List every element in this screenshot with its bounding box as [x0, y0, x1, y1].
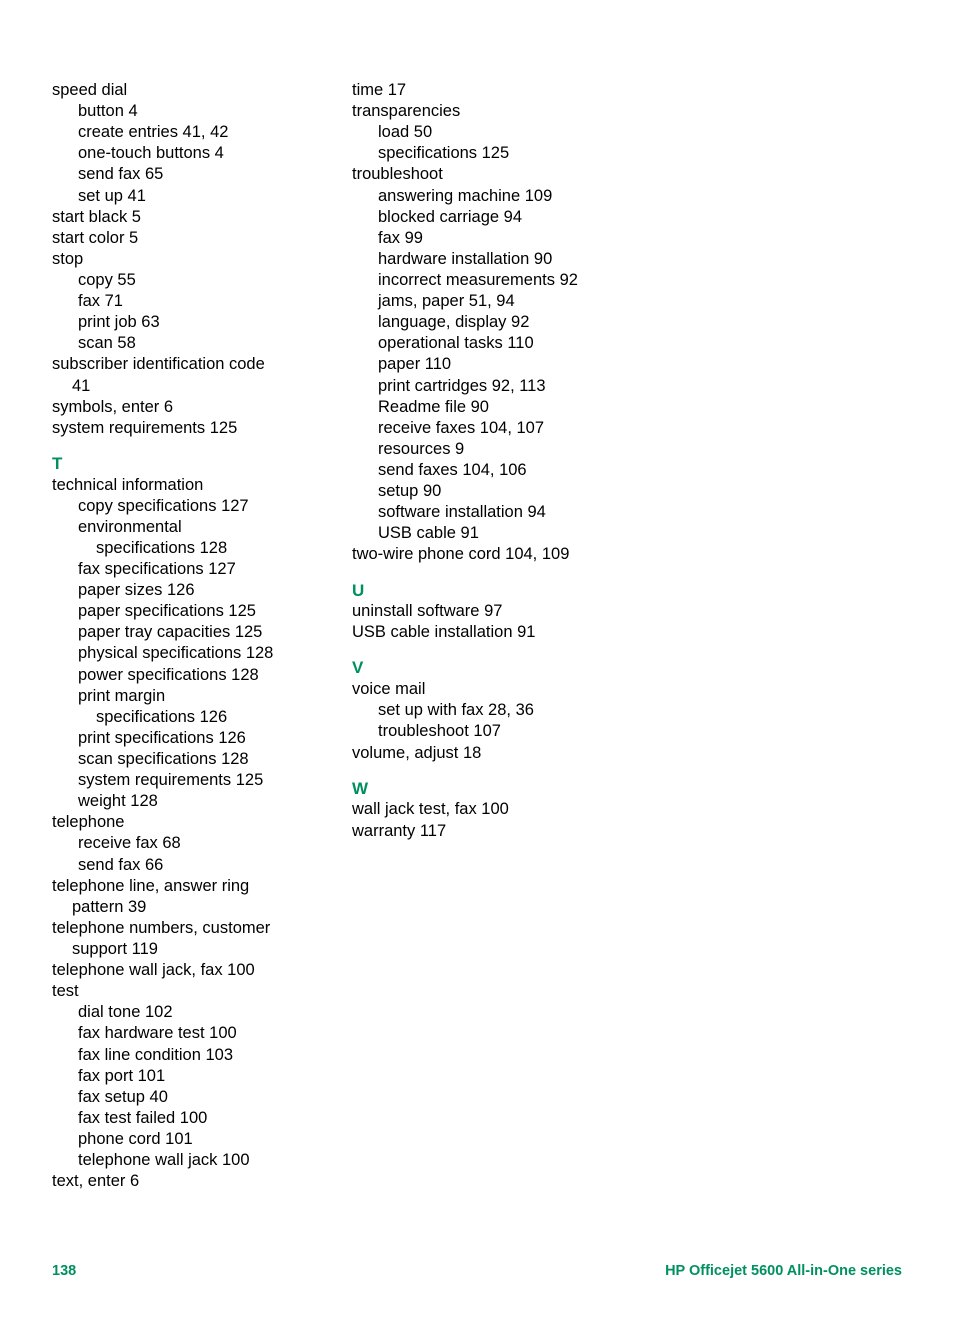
footer-product-name: HP Officejet 5600 All-in-One series: [665, 1263, 902, 1279]
index-entry: troubleshoot: [352, 164, 642, 185]
index-entry: transparencies: [352, 101, 642, 122]
index-subentry: set up with fax 28, 36: [352, 700, 642, 721]
index-subentry: fax setup 40: [52, 1087, 342, 1108]
index-subentry: send fax 66: [52, 855, 342, 876]
index-entry-cont: 41: [52, 376, 342, 397]
index-subentry: phone cord 101: [52, 1129, 342, 1150]
index-subentry: receive fax 68: [52, 833, 342, 854]
index-entry: speed dial: [52, 80, 342, 101]
index-subentry: set up 41: [52, 186, 342, 207]
index-subentry: fax test failed 100: [52, 1108, 342, 1129]
index-entry: voice mail: [352, 679, 642, 700]
index-subentry: paper 110: [352, 354, 642, 375]
index-entry: telephone wall jack, fax 100: [52, 960, 342, 981]
index-subentry: scan specifications 128: [52, 749, 342, 770]
index-subentry: print job 63: [52, 312, 342, 333]
index-subentry: print specifications 126: [52, 728, 342, 749]
index-subentry: copy 55: [52, 270, 342, 291]
index-subentry: fax 71: [52, 291, 342, 312]
index-entry: telephone: [52, 812, 342, 833]
index-column-2: time 17 transparencies load 50 specifica…: [352, 80, 642, 1192]
index-subentry: language, display 92: [352, 312, 642, 333]
index-entry: subscriber identification code: [52, 354, 342, 375]
index-entry: volume, adjust 18: [352, 743, 642, 764]
index-subentry: power specifications 128: [52, 665, 342, 686]
index-subentry: weight 128: [52, 791, 342, 812]
index-entry-cont: support 119: [52, 939, 342, 960]
index-subentry-cont: specifications 128: [52, 538, 342, 559]
index-entry: start color 5: [52, 228, 342, 249]
index-subentry: dial tone 102: [52, 1002, 342, 1023]
index-entry: warranty 117: [352, 821, 642, 842]
index-subentry: print cartridges 92, 113: [352, 376, 642, 397]
index-column-1: speed dial button 4 create entries 41, 4…: [52, 80, 342, 1192]
index-subentry: paper sizes 126: [52, 580, 342, 601]
index-entry: uninstall software 97: [352, 601, 642, 622]
index-entry: test: [52, 981, 342, 1002]
index-subentry: print margin: [52, 686, 342, 707]
index-subentry: Readme file 90: [352, 397, 642, 418]
index-subentry: operational tasks 110: [352, 333, 642, 354]
index-subentry: receive faxes 104, 107: [352, 418, 642, 439]
index-page: speed dial button 4 create entries 41, 4…: [0, 0, 954, 1321]
index-subentry: telephone wall jack 100: [52, 1150, 342, 1171]
index-subentry: one-touch buttons 4: [52, 143, 342, 164]
index-subentry: fax specifications 127: [52, 559, 342, 580]
index-subentry: paper tray capacities 125: [52, 622, 342, 643]
index-entry: stop: [52, 249, 342, 270]
index-subentry: answering machine 109: [352, 186, 642, 207]
index-entry: time 17: [352, 80, 642, 101]
index-entry: telephone line, answer ring: [52, 876, 342, 897]
index-entry: system requirements 125: [52, 418, 342, 439]
index-subentry: hardware installation 90: [352, 249, 642, 270]
index-subentry: send fax 65: [52, 164, 342, 185]
index-subentry: load 50: [352, 122, 642, 143]
index-entry: start black 5: [52, 207, 342, 228]
index-subentry: fax hardware test 100: [52, 1023, 342, 1044]
index-subentry: environmental: [52, 517, 342, 538]
index-entry: USB cable installation 91: [352, 622, 642, 643]
index-subentry: resources 9: [352, 439, 642, 460]
index-subentry: copy specifications 127: [52, 496, 342, 517]
index-subentry: physical specifications 128: [52, 643, 342, 664]
index-columns: speed dial button 4 create entries 41, 4…: [52, 80, 902, 1192]
index-subentry: scan 58: [52, 333, 342, 354]
index-subentry: troubleshoot 107: [352, 721, 642, 742]
index-section-v: V: [352, 657, 642, 679]
index-entry: technical information: [52, 475, 342, 496]
index-subentry: fax 99: [352, 228, 642, 249]
index-entry: wall jack test, fax 100: [352, 799, 642, 820]
page-footer: 138 HP Officejet 5600 All-in-One series: [52, 1263, 902, 1279]
index-subentry: setup 90: [352, 481, 642, 502]
index-entry: telephone numbers, customer: [52, 918, 342, 939]
index-section-t: T: [52, 453, 342, 475]
index-entry: two-wire phone cord 104, 109: [352, 544, 642, 565]
index-entry: symbols, enter 6: [52, 397, 342, 418]
page-number: 138: [52, 1263, 76, 1279]
index-entry: text, enter 6: [52, 1171, 342, 1192]
index-subentry: software installation 94: [352, 502, 642, 523]
index-subentry: fax line condition 103: [52, 1045, 342, 1066]
index-subentry: blocked carriage 94: [352, 207, 642, 228]
index-subentry: specifications 125: [352, 143, 642, 164]
index-subentry: system requirements 125: [52, 770, 342, 791]
index-subentry: send faxes 104, 106: [352, 460, 642, 481]
index-subentry-cont: specifications 126: [52, 707, 342, 728]
index-subentry: create entries 41, 42: [52, 122, 342, 143]
index-subentry: USB cable 91: [352, 523, 642, 544]
index-subentry: fax port 101: [52, 1066, 342, 1087]
index-subentry: incorrect measurements 92: [352, 270, 642, 291]
index-entry-cont: pattern 39: [52, 897, 342, 918]
index-section-u: U: [352, 580, 642, 602]
index-subentry: paper specifications 125: [52, 601, 342, 622]
index-subentry: jams, paper 51, 94: [352, 291, 642, 312]
index-subentry: button 4: [52, 101, 342, 122]
index-section-w: W: [352, 778, 642, 800]
